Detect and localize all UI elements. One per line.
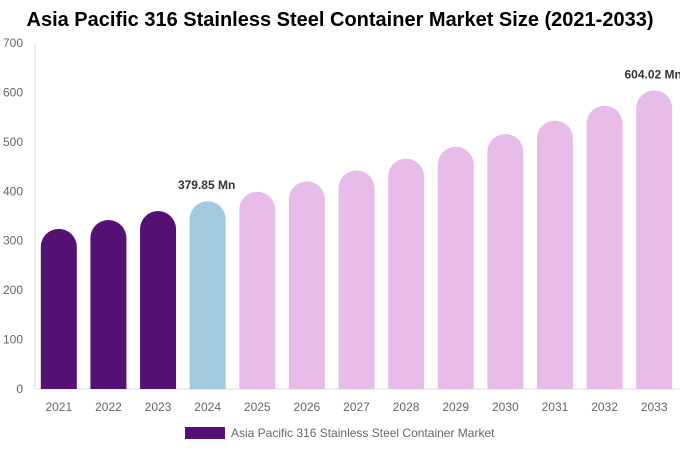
y-tick-label: 200 <box>3 283 23 297</box>
bar-2021 <box>40 228 77 389</box>
bar-2029 <box>437 146 474 389</box>
y-tick-label: 700 <box>3 36 23 50</box>
x-tick-label: 2024 <box>194 400 221 414</box>
y-tick-label: 400 <box>3 184 23 198</box>
x-tick-label: 2023 <box>145 400 172 414</box>
x-tick-label: 2028 <box>393 400 420 414</box>
bar-2030 <box>487 133 524 389</box>
chart-title: Asia Pacific 316 Stainless Steel Contain… <box>26 9 654 31</box>
x-tick-label: 2031 <box>542 400 569 414</box>
legend: Asia Pacific 316 Stainless Steel Contain… <box>185 426 494 440</box>
x-tick-label: 2027 <box>343 400 370 414</box>
y-tick-label: 500 <box>3 135 23 149</box>
x-tick-label: 2032 <box>591 400 618 414</box>
bar-2023 <box>140 211 177 389</box>
bar-2024 <box>189 201 226 389</box>
y-tick-label: 300 <box>3 234 23 248</box>
x-tick-label: 2033 <box>641 400 668 414</box>
data-label: 379.85 Mn <box>178 178 235 192</box>
bar-2031 <box>536 120 573 390</box>
x-tick-label: 2022 <box>95 400 122 414</box>
data-label: 604.02 Mn <box>625 67 680 81</box>
bar-2022 <box>90 219 127 389</box>
x-tick-label: 2021 <box>45 400 72 414</box>
bar-2032 <box>586 105 623 389</box>
bar-2027 <box>338 170 375 389</box>
y-tick-label: 600 <box>3 85 23 99</box>
legend-swatch <box>185 427 225 439</box>
x-tick-label: 2029 <box>442 400 469 414</box>
x-tick-label: 2026 <box>294 400 321 414</box>
x-tick-label: 2030 <box>492 400 519 414</box>
x-tick-label: 2025 <box>244 400 271 414</box>
bar-2028 <box>388 158 425 389</box>
y-tick-label: 100 <box>3 333 23 347</box>
y-tick-label: 0 <box>16 382 23 396</box>
bar-2026 <box>288 181 325 389</box>
bar-2033 <box>636 90 673 390</box>
legend-label: Asia Pacific 316 Stainless Steel Contain… <box>231 426 495 440</box>
bar-2025 <box>239 191 276 389</box>
